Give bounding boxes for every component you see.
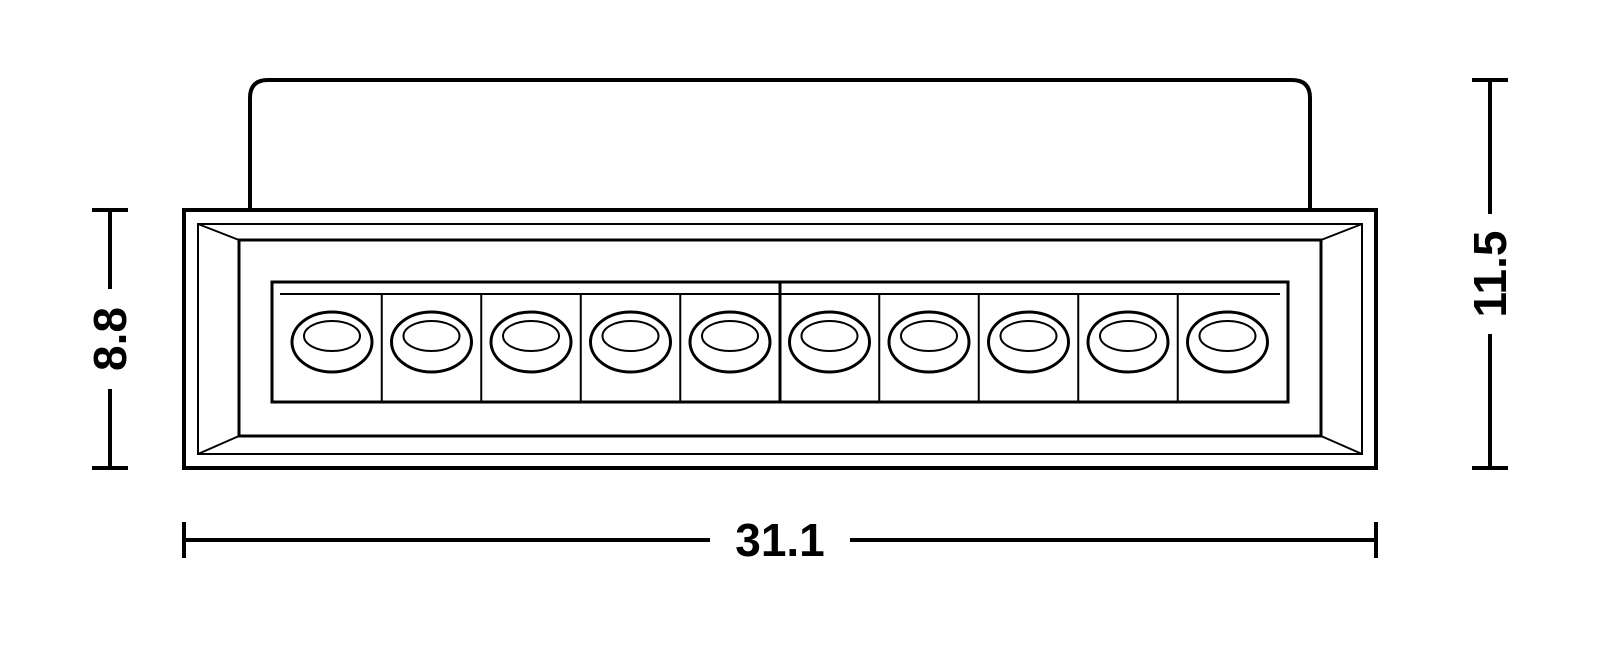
dimension-height: 11.5 <box>1464 80 1516 468</box>
technical-drawing: 31.1 11.5 8.8 <box>0 0 1600 649</box>
dimension-depth: 8.8 <box>84 210 136 468</box>
led-module <box>272 282 1288 402</box>
dimension-width-label: 31.1 <box>735 514 825 566</box>
dimension-height-label: 11.5 <box>1464 231 1516 318</box>
dimension-depth-label: 8.8 <box>84 307 136 371</box>
fixture-housing <box>250 80 1310 210</box>
dimension-width: 31.1 <box>184 514 1376 566</box>
